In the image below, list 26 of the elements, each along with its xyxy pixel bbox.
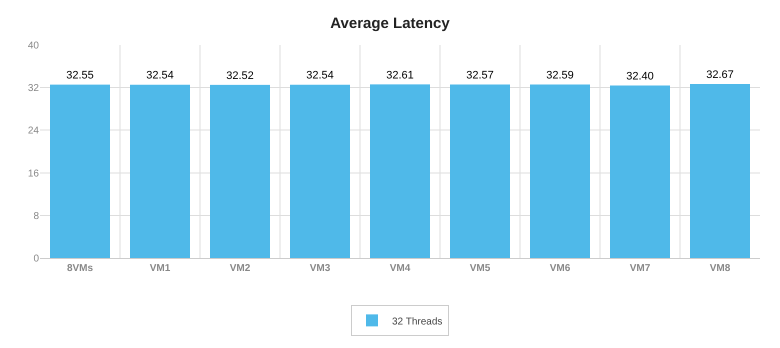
- y-tick-label: 0: [33, 254, 40, 264]
- data-label: 32.57: [466, 70, 494, 82]
- data-label: 32.40: [626, 70, 654, 82]
- x-tick-label: VM1: [150, 263, 171, 274]
- legend-label: 32 Threads: [392, 316, 442, 328]
- data-label: 32.67: [706, 69, 734, 82]
- y-tick-label: 40: [28, 40, 40, 52]
- y-tick-label: 8: [33, 210, 40, 222]
- x-tick-label: VM4: [390, 263, 411, 274]
- chart-title: Average Latency: [330, 14, 450, 32]
- data-label: 32.59: [546, 69, 574, 82]
- data-label: 32.52: [226, 70, 254, 82]
- y-tick-label: 16: [28, 168, 40, 180]
- y-tick-label: 32: [28, 83, 40, 94]
- y-tick-label: 24: [28, 126, 40, 137]
- data-label: 32.55: [66, 70, 94, 82]
- data-label: 32.61: [386, 69, 414, 82]
- x-tick-label: VM5: [470, 263, 491, 274]
- data-label: 32.54: [146, 70, 174, 82]
- x-tick-label: VM7: [630, 263, 651, 274]
- x-tick-label: VM3: [310, 263, 331, 274]
- x-tick-label: VM2: [230, 263, 251, 274]
- x-tick-label: VM6: [550, 263, 571, 274]
- data-label: 32.54: [306, 70, 334, 82]
- x-tick-label: 8VMs: [66, 263, 94, 274]
- x-tick-label: VM8: [710, 263, 731, 274]
